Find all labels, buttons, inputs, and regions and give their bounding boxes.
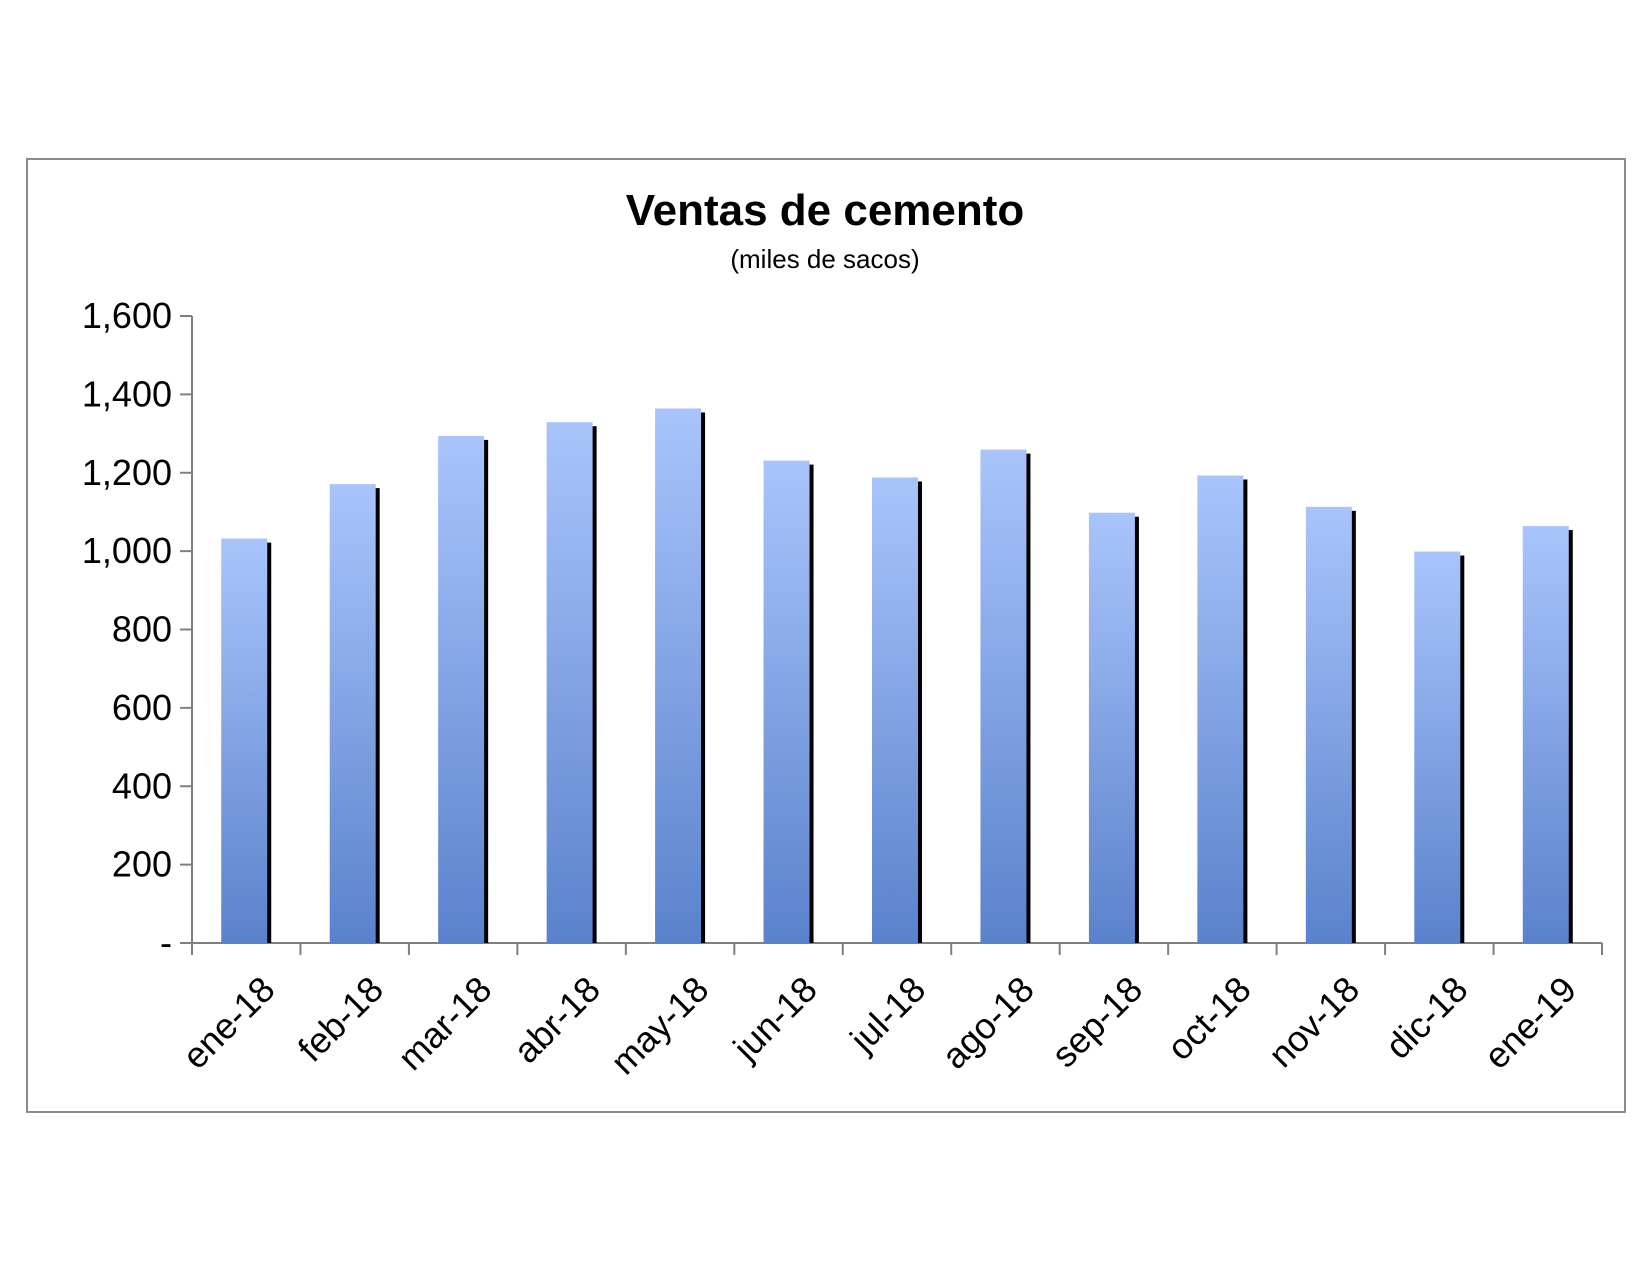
y-tick-label: 1,400 xyxy=(82,373,172,414)
bar xyxy=(872,477,918,943)
x-tick-label: ene-19 xyxy=(1476,968,1584,1076)
x-tick-label: oct-18 xyxy=(1159,968,1259,1068)
bar xyxy=(221,538,268,943)
x-tick-label: ago-18 xyxy=(934,968,1042,1076)
x-tick-label: dic-18 xyxy=(1377,968,1475,1066)
chart-frame xyxy=(26,158,1626,1113)
bar xyxy=(980,449,1027,943)
x-tick-label: feb-18 xyxy=(290,968,391,1069)
x-tick-label: ene-18 xyxy=(174,968,282,1076)
chart-title: Ventas de cemento xyxy=(625,186,1025,235)
bar xyxy=(438,435,485,943)
y-tick-label: 800 xyxy=(112,609,172,650)
x-tick-label: abr-18 xyxy=(505,968,608,1071)
x-tick-label: nov-18 xyxy=(1260,968,1367,1075)
bar xyxy=(1197,475,1244,943)
chart-subtitle: (miles de sacos) xyxy=(730,244,920,274)
x-tick-label: jun-18 xyxy=(724,968,824,1068)
y-tick-label: 400 xyxy=(112,765,172,806)
x-tick-label: sep-18 xyxy=(1043,968,1150,1075)
bar xyxy=(1522,526,1569,943)
bar xyxy=(763,460,810,943)
bar xyxy=(1414,551,1461,943)
bars xyxy=(221,408,1573,943)
x-tick-label: jul-18 xyxy=(841,968,933,1060)
bar xyxy=(329,484,376,943)
x-tick-label: mar-18 xyxy=(390,968,500,1078)
bar xyxy=(1088,512,1135,943)
bar xyxy=(1305,506,1352,943)
y-tick-label: 1,600 xyxy=(82,295,172,336)
y-tick-label: 200 xyxy=(112,844,172,885)
y-tick-label: 1,000 xyxy=(82,530,172,571)
x-tick-label: may-18 xyxy=(603,968,717,1082)
y-tick-label: 600 xyxy=(112,687,172,728)
bar xyxy=(655,408,702,943)
y-tick-label: 1,200 xyxy=(82,452,172,493)
y-axis: - 200 400 600 800 1,000 1,200 1,400 1,600 xyxy=(82,295,193,963)
bar xyxy=(546,422,593,943)
y-tick-label: - xyxy=(160,922,172,963)
